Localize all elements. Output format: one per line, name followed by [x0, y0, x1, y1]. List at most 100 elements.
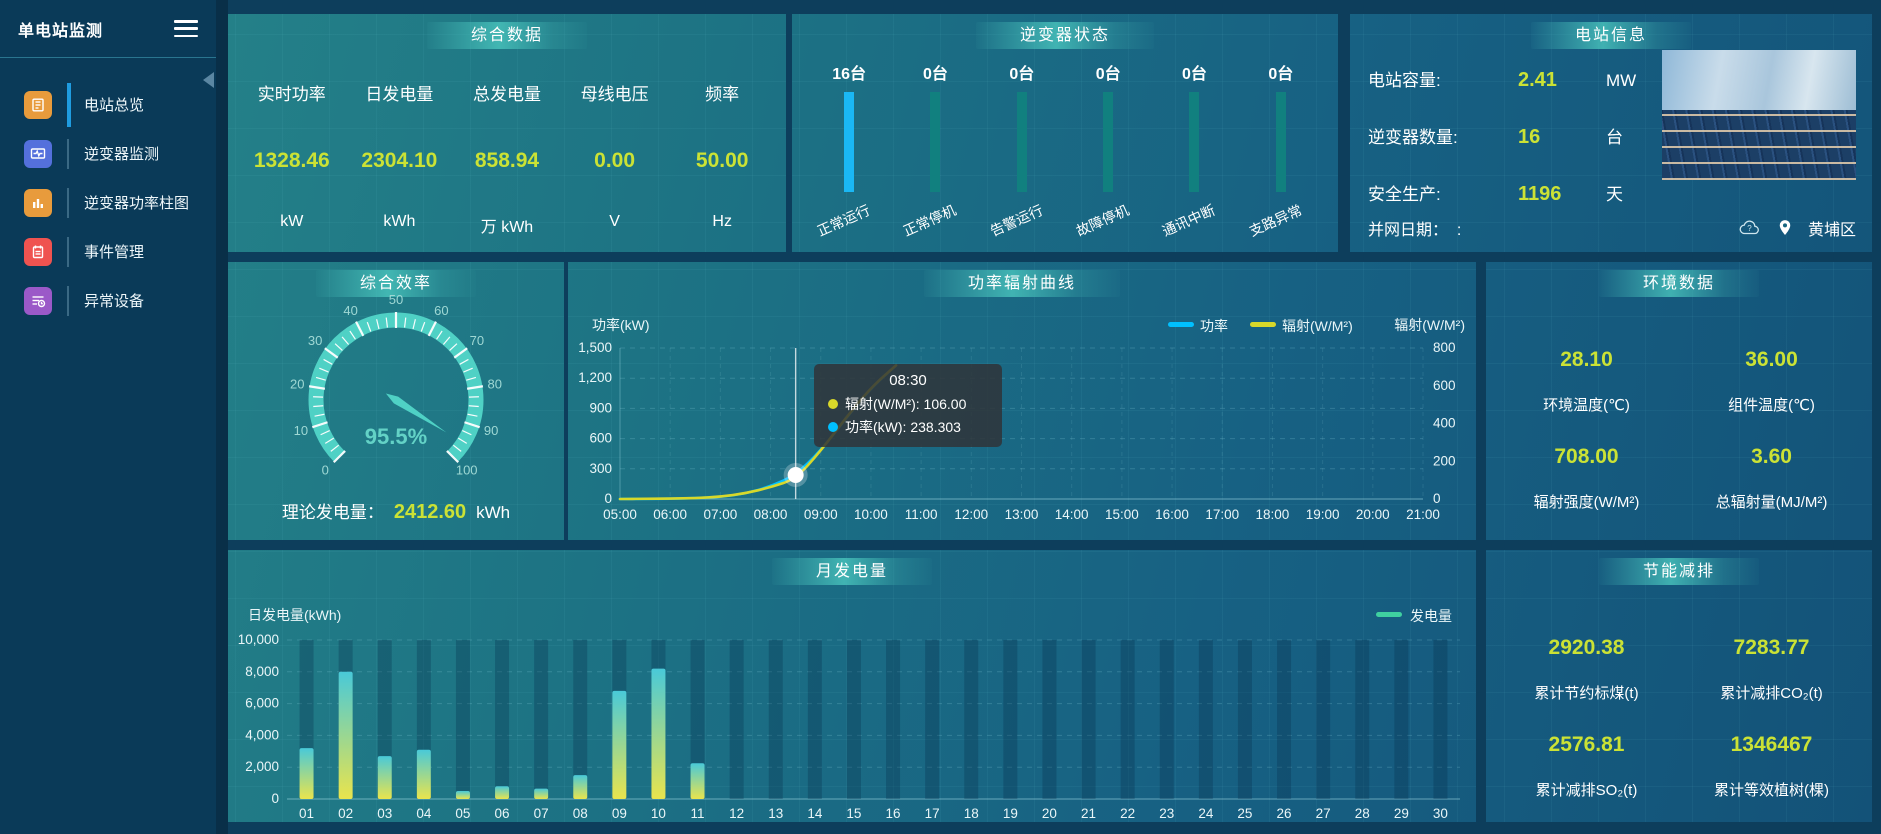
bar[interactable]	[534, 788, 549, 799]
metric-label: 日发电量	[365, 85, 434, 104]
metric-value: 708.00	[1554, 445, 1619, 468]
cloud-icon[interactable]: ?	[1738, 220, 1762, 236]
inverter-status-item[interactable]: 0台 告警运行	[979, 60, 1065, 239]
inverter-status-item[interactable]: 16台 正常运行	[806, 60, 892, 239]
station-row-value: 2.41	[1518, 69, 1557, 91]
panel-inverter-status: 逆变器状态 16台 正常运行 0台 正常停机 0台 告警运行 0台 故障停机 0台 通讯中断 0台支…	[792, 14, 1338, 252]
sidebar-item-overview[interactable]: 电站总览	[0, 80, 216, 129]
svg-text:功率(kW): 功率(kW)	[592, 317, 650, 333]
power-radiation-chart[interactable]: 05:00 06:00 07:00 08:00 09:00 10:00 11:00 12:00…	[568, 262, 1476, 540]
legend-swatch[interactable]	[1250, 322, 1276, 327]
inverter-status-item[interactable]: 0台 故障停机	[1065, 60, 1151, 239]
inverter-status-item[interactable]: 0台 通讯中断	[1151, 60, 1237, 239]
tooltip-row: 辐射(W/M²): 106.00	[828, 394, 988, 414]
svg-text:100: 100	[456, 463, 478, 478]
legend-swatch[interactable]	[1376, 612, 1402, 617]
notebook-icon	[24, 237, 52, 266]
inverter-status-bar	[930, 92, 941, 192]
station-row-value: 1196	[1518, 183, 1562, 205]
metric-label: 累计等效植树(棵)	[1714, 782, 1829, 799]
panel-summary-title: 综合数据	[426, 22, 588, 49]
svg-text:70: 70	[470, 333, 484, 348]
theory-energy-value: 2412.60	[393, 501, 467, 523]
legend-label[interactable]: 功率	[1200, 318, 1228, 334]
tooltip-series-text: 功率(kW): 238.303	[845, 419, 961, 435]
inverter-status-label: 支路异常	[1246, 201, 1305, 240]
panel-summary: 综合数据 实时功率 1328.46 kW 日发电量 2304.10 kWh 总发电量 858.…	[228, 14, 786, 252]
chart-tooltip: 08:30 辐射(W/M²): 106.00 功率(kW): 238.303	[814, 364, 1002, 447]
metric-cell: 28.10 环境温度(℃)	[1494, 348, 1679, 415]
svg-text:12: 12	[729, 806, 744, 821]
svg-text:01: 01	[299, 806, 314, 821]
item-divider	[67, 236, 69, 267]
bar[interactable]	[690, 763, 705, 799]
legend-label[interactable]: 辐射(W/M²)	[1282, 318, 1353, 334]
monthly-energy-chart[interactable]: 日发电量(kWh) 发电量 0 2,000 4,000 6,000 8,000 10,000 0…	[228, 550, 1476, 822]
svg-text:30: 30	[308, 333, 322, 348]
metric-value: 7283.77	[1733, 636, 1810, 659]
metric-label: 环境温度(℃)	[1543, 397, 1630, 414]
sidebar-item-inverter-monitor[interactable]: 逆变器监测	[0, 129, 216, 178]
bar-background	[768, 640, 783, 799]
svg-text:20: 20	[290, 376, 304, 391]
sidebar-item-event-management[interactable]: 事件管理	[0, 227, 216, 276]
station-photo	[1662, 50, 1856, 180]
svg-text:300: 300	[589, 461, 612, 476]
panel-power-curve: 功率辐射曲线 05:00 06:00 07:00 08:00 09:00 10:00 11:…	[568, 262, 1476, 540]
app-title: 单电站监测	[18, 22, 104, 40]
bar-background	[886, 640, 901, 799]
bar-background	[1042, 640, 1057, 799]
bar-background	[1120, 640, 1135, 799]
metric-label: 累计减排CO₂(t)	[1720, 685, 1823, 702]
metric-value: 1346467	[1730, 733, 1813, 756]
metric-value: 858.94	[474, 149, 540, 172]
sidebar-item-inverter-power[interactable]: 逆变器功率柱图	[0, 178, 216, 227]
inverter-status-item[interactable]: 0台支路异常	[1238, 60, 1324, 239]
inverter-count: 0台	[1009, 66, 1035, 83]
svg-text:10:00: 10:00	[854, 507, 888, 522]
svg-text:15: 15	[846, 806, 861, 821]
bar[interactable]	[455, 791, 470, 799]
svg-text:40: 40	[343, 303, 357, 318]
metric-value: 50.00	[695, 149, 749, 172]
summary-metric: 日发电量 2304.10 kWh	[346, 62, 454, 237]
tooltip-series-dot	[828, 422, 838, 432]
monitor-wave-icon	[24, 139, 52, 168]
grid-date-row: 并网日期： :	[1368, 222, 1462, 239]
legend-swatch[interactable]	[1168, 322, 1194, 327]
location-pin-icon[interactable]	[1778, 219, 1792, 237]
metric-cell: 708.00 辐射强度(W/M²)	[1494, 445, 1679, 512]
svg-text:19: 19	[1003, 806, 1018, 821]
bar-background	[690, 640, 705, 799]
inverter-count: 16台	[832, 66, 867, 83]
panel-power-curve-title: 功率辐射曲线	[923, 270, 1121, 297]
svg-text:600: 600	[589, 431, 612, 446]
metric-unit: 万 kWh	[480, 219, 534, 236]
metric-value: 2920.38	[1548, 636, 1625, 659]
saving-metrics: 2920.38 累计节约标煤(t) 7283.77 累计减排CO₂(t) 2576.81…	[1494, 636, 1864, 800]
theory-energy-unit: kWh	[476, 503, 511, 522]
metric-label: 累计减排SO₂(t)	[1535, 782, 1638, 799]
bar[interactable]	[612, 690, 627, 799]
bar[interactable]	[377, 756, 392, 799]
legend-label[interactable]: 发电量	[1410, 608, 1452, 624]
svg-text:02: 02	[338, 806, 353, 821]
inverter-count: 0台	[1268, 66, 1294, 83]
inverter-status-item[interactable]: 0台 正常停机	[892, 60, 978, 239]
bar[interactable]	[338, 671, 353, 799]
metric-cell: 2920.38 累计节约标煤(t)	[1494, 636, 1679, 703]
bar[interactable]	[495, 786, 510, 799]
svg-text:19:00: 19:00	[1306, 507, 1340, 522]
bar[interactable]	[651, 668, 666, 799]
station-info-row: 安全生产: 1196 天	[1368, 180, 1678, 206]
bar[interactable]	[573, 775, 588, 799]
svg-text:2,000: 2,000	[245, 759, 279, 774]
svg-text:18: 18	[964, 806, 979, 821]
menu-toggle-icon[interactable]	[174, 20, 198, 37]
sidebar-item-abnormal-devices[interactable]: 异常设备	[0, 276, 216, 325]
collapse-sidebar-arrow-icon[interactable]	[203, 72, 214, 88]
bar[interactable]	[416, 749, 431, 799]
svg-text:22: 22	[1120, 806, 1135, 821]
panel-saving-title: 节能减排	[1598, 558, 1760, 585]
bar[interactable]	[299, 748, 314, 799]
